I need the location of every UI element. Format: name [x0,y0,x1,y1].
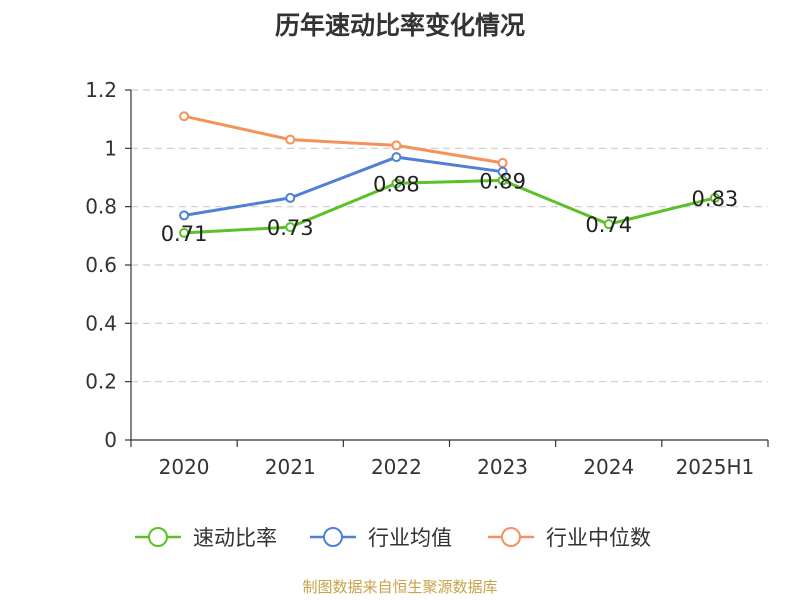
x-tick-label: 2020 [159,455,210,479]
x-tick-label: 2025H1 [676,455,755,479]
legend-label: 行业均值 [368,526,452,550]
legend-marker-icon [323,527,343,547]
x-tick-label: 2022 [371,455,422,479]
series-point [179,111,190,122]
legend-label: 行业中位数 [546,526,651,550]
y-tick-label: 1.2 [85,78,117,102]
series-point [285,134,296,145]
series-line [184,178,716,235]
legend[interactable]: 速动比率 行业均值 行业中位数 [135,526,651,550]
y-tick-label: 0.8 [85,195,117,219]
data-label: 0.89 [479,169,526,193]
data-label: 0.73 [267,216,314,240]
series-point [709,192,720,203]
x-tick-label: 2023 [477,455,528,479]
grid [131,89,768,383]
y-tick-label: 0.4 [85,311,117,335]
legend-item[interactable]: 行业中位数 [488,526,651,550]
axes: 0 0.2 0.4 0.6 0.8 1 1.2 2020 2021 2022 2023 2024 202… [85,78,769,479]
series-line [183,155,503,217]
series-point [391,152,402,163]
data-label: 0.74 [585,213,632,237]
legend-marker-icon [148,527,168,547]
legend-label: 速动比率 [193,526,277,550]
legend-item[interactable]: 行业均值 [310,526,452,550]
y-tick-label: 0 [104,428,117,452]
y-tick-label: 1 [104,136,117,160]
series-point [285,192,296,203]
source-note: 制图数据来自恒生聚源数据库 [302,578,497,596]
legend-marker-icon [501,527,521,547]
data-label: 0.88 [373,172,420,196]
chart-title: 历年速动比率变化情况 [275,11,525,40]
series-point [179,210,190,221]
series-point [497,175,508,186]
legend-item[interactable]: 速动比率 [135,526,277,550]
series-point [285,222,296,233]
data-labels: 0.71 0.73 0.88 0.89 0.74 0.83 [161,169,739,246]
series-point [603,219,614,230]
data-label: 0.83 [692,187,739,211]
series-line [183,114,503,165]
series-point [391,178,402,189]
series-point [391,140,402,151]
series-point [497,157,508,168]
y-tick-label: 0.2 [85,370,117,394]
y-tick-label: 0.6 [85,253,117,277]
x-tick-label: 2024 [583,455,634,479]
series-point [179,227,190,238]
series [179,111,720,238]
data-label: 0.71 [161,222,208,246]
x-tick-label: 2021 [265,455,316,479]
